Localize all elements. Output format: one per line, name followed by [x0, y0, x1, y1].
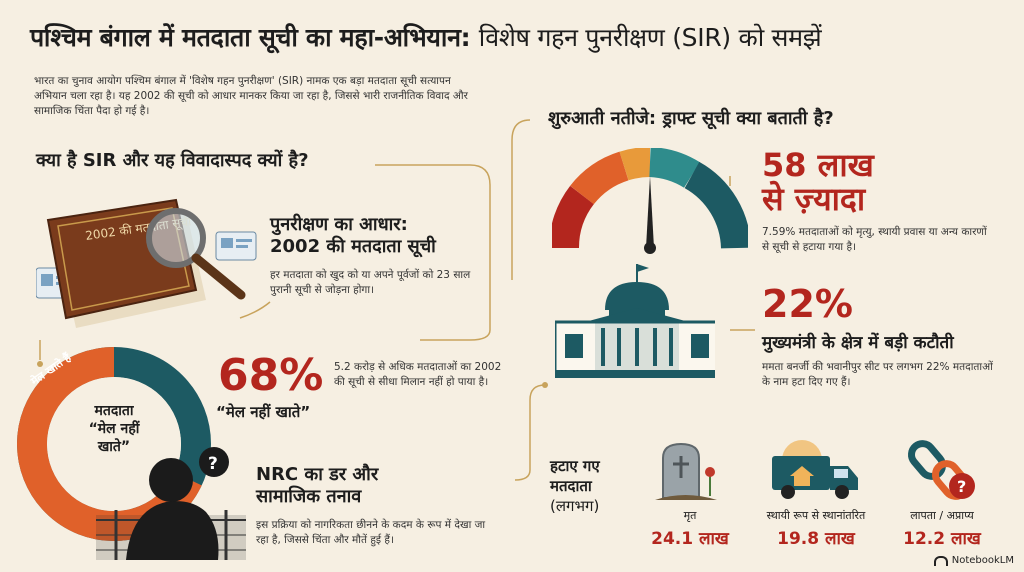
- nrc-body: इस प्रक्रिया को नागरिकता छीनने के कदम के…: [256, 519, 486, 546]
- removed-heading-line2: मतदाता: [550, 477, 592, 495]
- basis-body: हर मतदाता को खुद को या अपने पूर्वजों को …: [270, 269, 471, 296]
- donut-center-line3: खाते”: [97, 439, 131, 455]
- title-bold: पश्चिम बंगाल में मतदाता सूची का महा-अभिय…: [30, 23, 471, 52]
- removal-gauge: [552, 148, 748, 254]
- removed-heading-line3: (लगभग): [550, 497, 600, 515]
- intro-text: भारत का चुनाव आयोग पश्चिम बंगाल में 'विश…: [34, 75, 468, 117]
- nrc-title-line1: NRC का डर और: [256, 464, 379, 485]
- cm-percent: 22%: [762, 282, 853, 326]
- donut-center-label: मतदाता “मेल नहीं खाते”: [64, 402, 164, 456]
- removed-item-3-value: 12.2 लाख: [903, 529, 981, 549]
- nrc-title-line2: सामाजिक तनाव: [256, 486, 362, 507]
- basis-title-line1: पुनरीक्षण का आधार:: [270, 214, 408, 235]
- moving-truck-icon: [772, 440, 858, 499]
- donut-center-line2: “मेल नहीं: [88, 421, 140, 437]
- basis-title-line2: 2002 की मतदाता सूची: [270, 236, 436, 257]
- gauge-body: 7.59% मतदाताओं को मृत्यु, स्थायी प्रवास …: [762, 226, 987, 253]
- fence-silhouette-illustration: ?: [96, 447, 246, 560]
- cm-body: ममता बनर्जी की भवानीपुर सीट पर लगभग 22% …: [762, 361, 993, 388]
- mismatch-body: 5.2 करोड़ से अधिक मतदाताओं का 2002 की सू…: [334, 361, 502, 388]
- question-icon: ?: [208, 454, 218, 474]
- brand-name: NotebookLM: [951, 555, 1014, 566]
- mismatch-arc: [17, 347, 211, 541]
- gauge-value-line2: से ज़्यादा: [762, 180, 866, 218]
- removed-item-2-label: स्थायी रूप से स्थानांतरित: [766, 509, 866, 522]
- page-title: पश्चिम बंगाल में मतदाता सूची का महा-अभिय…: [30, 20, 822, 54]
- left-heading: क्या है SIR और यह विवादास्पद क्यों है?: [36, 150, 309, 171]
- notebooklm-logo-icon: [933, 555, 948, 566]
- removed-heading-line1: हटाए गए: [550, 457, 600, 475]
- mismatch-label: “मेल नहीं खाते”: [216, 403, 311, 421]
- removed-heading: हटाए गए मतदाता (लगभग): [550, 456, 600, 516]
- gauge-value: 58 लाख से ज़्यादा: [762, 148, 874, 216]
- right-heading: शुरुआती नतीजे: ड्राफ्ट सूची क्या बताती ह…: [548, 108, 834, 129]
- nrc-title: NRC का डर और सामाजिक तनाव: [256, 464, 378, 508]
- basis-title: पुनरीक्षण का आधार: 2002 की मतदाता सूची: [270, 214, 436, 258]
- removed-item-1-value: 24.1 लाख: [651, 529, 729, 549]
- government-building-icon: [555, 264, 715, 378]
- gauge-value-line1: 58 लाख: [762, 146, 874, 184]
- removed-item-2-value: 19.8 लाख: [777, 529, 855, 549]
- removed-item-3-label: लापता / अप्राप्य: [910, 509, 974, 522]
- missing-question-icon: ?: [957, 477, 966, 496]
- broken-chain-icon: ?: [908, 440, 975, 500]
- old-voter-list-book-illustration: 2002 की मतदाता सूची: [36, 198, 257, 328]
- mismatch-percent: 68%: [218, 350, 324, 401]
- mismatch-donut: [17, 347, 211, 541]
- brand-watermark: NotebookLM: [933, 555, 1014, 566]
- gravestone-icon: [655, 442, 717, 500]
- title-light: विशेष गहन पुनरीक्षण (SIR) को समझें: [478, 23, 822, 52]
- cm-title: मुख्यमंत्री के क्षेत्र में बड़ी कटौती: [762, 333, 954, 353]
- donut-center-line1: मतदाता: [94, 403, 134, 419]
- removed-item-1-label: मृत: [683, 509, 697, 522]
